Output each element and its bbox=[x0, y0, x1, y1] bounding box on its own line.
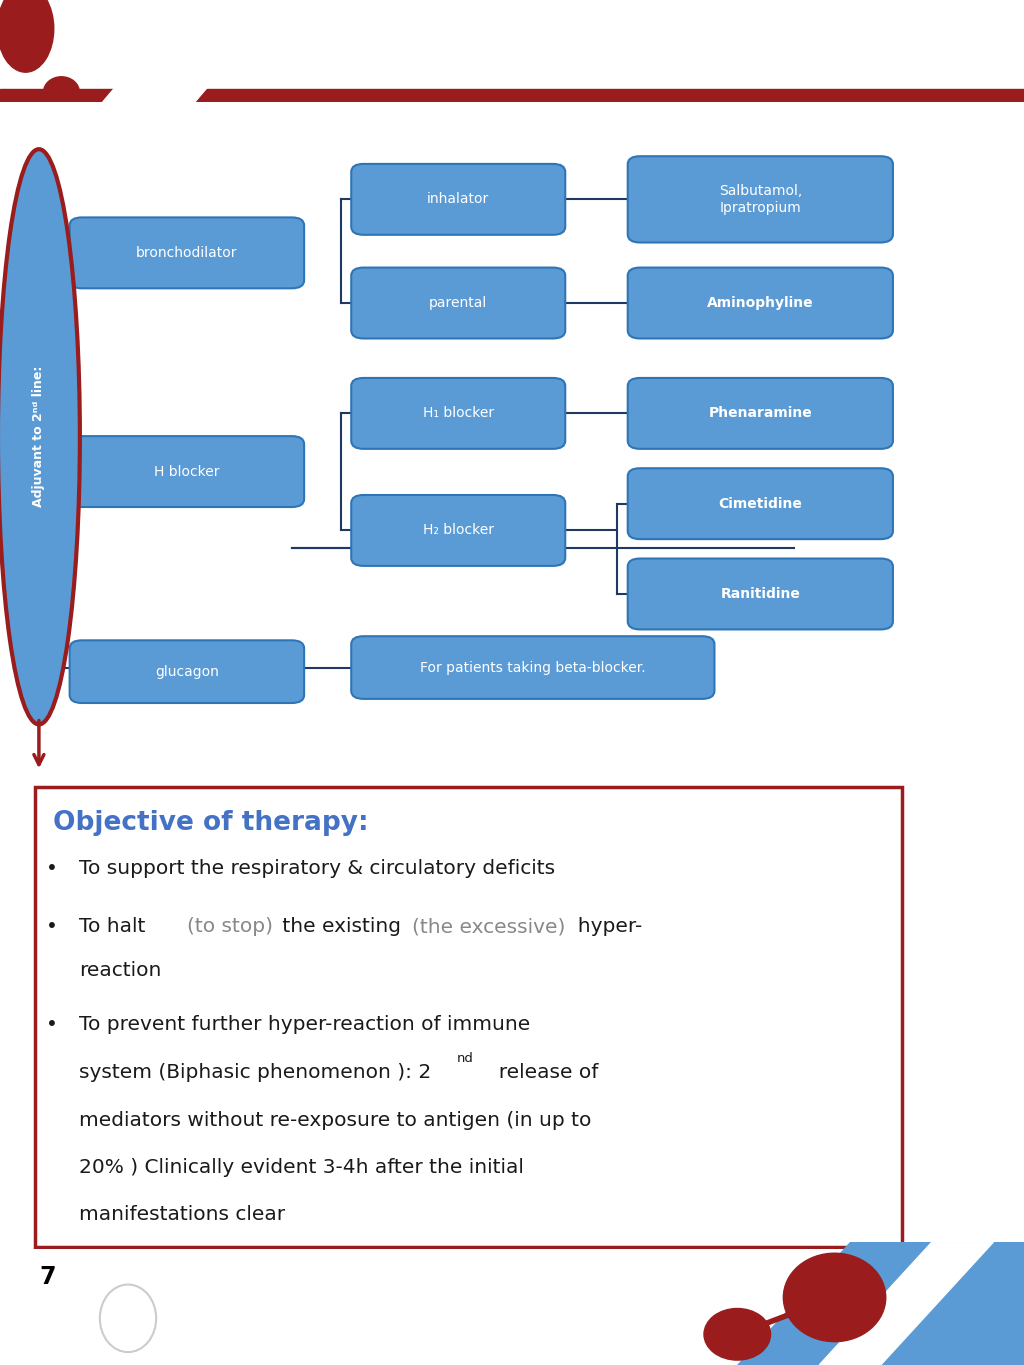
Polygon shape bbox=[737, 1242, 1024, 1365]
Ellipse shape bbox=[705, 1309, 770, 1360]
FancyBboxPatch shape bbox=[70, 437, 304, 506]
Text: parental: parental bbox=[429, 296, 487, 310]
Text: (the excessive): (the excessive) bbox=[412, 917, 565, 936]
FancyBboxPatch shape bbox=[628, 156, 893, 243]
Text: mediators without re-exposure to antigen (in up to: mediators without re-exposure to antigen… bbox=[79, 1111, 591, 1130]
Text: Adjuvant to 2ⁿᵈ line:: Adjuvant to 2ⁿᵈ line: bbox=[33, 366, 45, 508]
Text: ANAPHYLACTIC SHOCK THERAPY PROTOCOL: ANAPHYLACTIC SHOCK THERAPY PROTOCOL bbox=[226, 30, 951, 59]
Text: Objective of therapy:: Objective of therapy: bbox=[52, 811, 369, 837]
Text: H₂ blocker: H₂ blocker bbox=[423, 523, 494, 538]
Text: •: • bbox=[46, 917, 58, 936]
Text: To prevent further hyper-reaction of immune: To prevent further hyper-reaction of imm… bbox=[79, 1014, 530, 1033]
Polygon shape bbox=[819, 1242, 993, 1365]
FancyBboxPatch shape bbox=[628, 378, 893, 449]
FancyBboxPatch shape bbox=[628, 468, 893, 539]
Text: H₁ blocker: H₁ blocker bbox=[423, 407, 494, 420]
Text: Phenaramine: Phenaramine bbox=[709, 407, 812, 420]
Ellipse shape bbox=[43, 76, 80, 108]
FancyBboxPatch shape bbox=[70, 217, 304, 288]
Text: Cimetidine: Cimetidine bbox=[719, 497, 802, 511]
Text: 20% ) Clinically evident 3-4h after the initial: 20% ) Clinically evident 3-4h after the … bbox=[79, 1158, 523, 1177]
Text: To halt: To halt bbox=[79, 917, 152, 936]
Ellipse shape bbox=[0, 149, 80, 725]
FancyBboxPatch shape bbox=[628, 268, 893, 339]
FancyBboxPatch shape bbox=[351, 495, 565, 566]
FancyBboxPatch shape bbox=[70, 640, 304, 703]
Text: •: • bbox=[46, 1014, 58, 1033]
Text: the existing: the existing bbox=[275, 917, 408, 936]
Polygon shape bbox=[102, 0, 282, 102]
Text: H blocker: H blocker bbox=[155, 464, 219, 479]
FancyBboxPatch shape bbox=[351, 164, 565, 235]
Text: Salbutamol,
Ipratropium: Salbutamol, Ipratropium bbox=[719, 184, 802, 216]
Ellipse shape bbox=[100, 1284, 156, 1353]
Text: hyper-: hyper- bbox=[565, 917, 642, 936]
FancyBboxPatch shape bbox=[351, 268, 565, 339]
FancyBboxPatch shape bbox=[35, 788, 902, 1246]
Text: nd: nd bbox=[457, 1051, 474, 1065]
Bar bbox=[0, 89, 1024, 102]
Text: •: • bbox=[46, 859, 58, 878]
Text: bronchodilator: bronchodilator bbox=[136, 246, 238, 259]
Text: system (Biphasic phenomenon ): 2: system (Biphasic phenomenon ): 2 bbox=[79, 1063, 431, 1082]
Text: Aminophyline: Aminophyline bbox=[707, 296, 814, 310]
Text: To support the respiratory & circulatory deficits: To support the respiratory & circulatory… bbox=[79, 859, 555, 878]
Text: release of: release of bbox=[486, 1063, 598, 1082]
Text: reaction: reaction bbox=[79, 961, 161, 980]
Text: manifestations clear: manifestations clear bbox=[79, 1205, 285, 1224]
Text: inhalator: inhalator bbox=[427, 192, 489, 206]
FancyBboxPatch shape bbox=[351, 636, 715, 699]
Text: For patients taking beta-blocker.: For patients taking beta-blocker. bbox=[420, 661, 646, 674]
Text: 7: 7 bbox=[39, 1264, 55, 1289]
FancyBboxPatch shape bbox=[628, 558, 893, 629]
FancyBboxPatch shape bbox=[351, 378, 565, 449]
Text: (to stop): (to stop) bbox=[186, 917, 272, 936]
Ellipse shape bbox=[783, 1253, 886, 1342]
Ellipse shape bbox=[0, 0, 54, 72]
Text: Ranitidine: Ranitidine bbox=[720, 587, 801, 601]
Text: glucagon: glucagon bbox=[155, 665, 219, 678]
